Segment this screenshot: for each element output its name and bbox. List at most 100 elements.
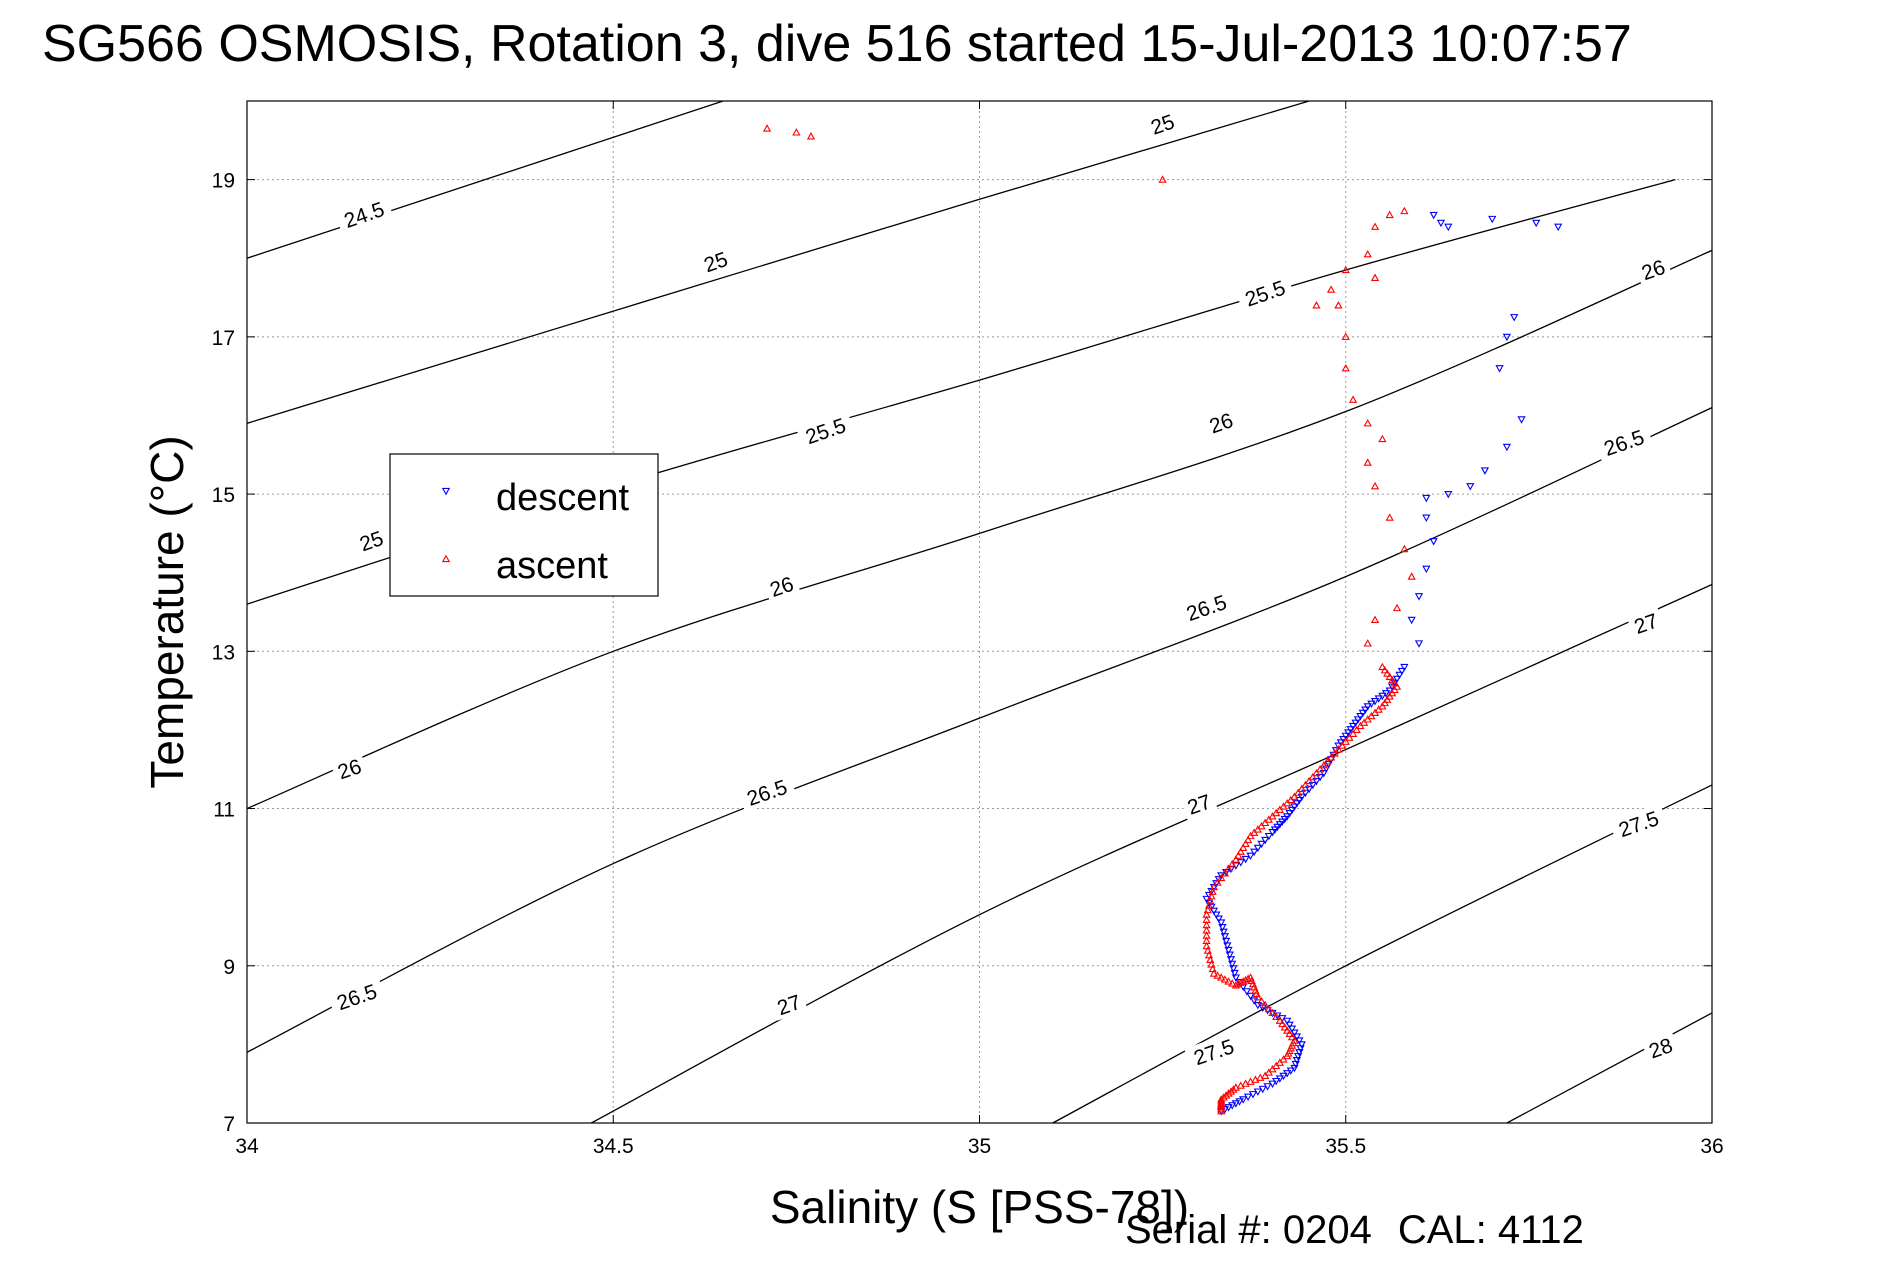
- ascent-point: [1400, 206, 1409, 215]
- descent-point: [1268, 829, 1277, 837]
- descent-point: [1261, 836, 1270, 845]
- legend-marker-ascent: [441, 554, 451, 563]
- ascent-point: [1385, 672, 1394, 680]
- ascent-point: [1315, 764, 1325, 773]
- ascent-point: [1334, 745, 1343, 753]
- descent-point: [1285, 1021, 1294, 1030]
- descent-point: [1224, 1104, 1233, 1112]
- legend-marker-descent: [441, 487, 451, 496]
- ascent-point: [1257, 821, 1266, 830]
- ascent-point: [1250, 828, 1259, 836]
- ascent-point: [1385, 692, 1394, 700]
- serial-number: Serial #: 0204: [1125, 1208, 1372, 1252]
- ascent-point: [806, 132, 816, 140]
- ascent-point: [1253, 825, 1262, 833]
- descent-point: [1444, 223, 1453, 232]
- density-contour-line: [590, 583, 1712, 1123]
- descent-point: [1226, 956, 1236, 964]
- legend-label-ascent: ascent: [496, 545, 608, 587]
- descent-point: [1257, 840, 1266, 849]
- descent-point: [1422, 514, 1431, 522]
- ascent-point: [1326, 285, 1336, 293]
- ascent-point: [1224, 977, 1233, 985]
- y-axis-label: Temperature (°C): [141, 435, 193, 788]
- descent-point: [1296, 1045, 1305, 1053]
- ascent-point: [1370, 708, 1380, 716]
- descent-point: [1246, 992, 1255, 1001]
- ascent-point: [1272, 808, 1281, 817]
- ascent-point: [1312, 768, 1321, 777]
- ascent-point: [1407, 572, 1416, 580]
- contour-label-bg: [330, 751, 369, 785]
- density-contour-line: [1506, 1012, 1712, 1123]
- ascent-point: [1268, 1064, 1277, 1073]
- ascent-point: [792, 128, 801, 136]
- contour-label-bg: [352, 523, 391, 557]
- descent-point: [1444, 490, 1453, 499]
- descent-point: [1290, 1029, 1299, 1037]
- ascent-point: [1228, 979, 1237, 987]
- descent-point: [1400, 663, 1409, 672]
- descent-point: [1219, 928, 1228, 937]
- ascent-point: [1326, 753, 1336, 761]
- descent-point: [1231, 1100, 1241, 1108]
- ascent-point: [1246, 831, 1255, 840]
- ascent-point: [1268, 1008, 1277, 1017]
- ascent-point: [1341, 737, 1350, 745]
- descent-point: [1495, 365, 1504, 373]
- legend: descent ascent: [389, 453, 659, 597]
- descent-point: [1250, 997, 1259, 1005]
- ascent-point: [1234, 851, 1243, 859]
- ascent-point: [1400, 544, 1409, 553]
- ascent-point: [1359, 718, 1369, 726]
- contour-label-bg: [1176, 586, 1236, 628]
- ascent-point: [1236, 847, 1245, 855]
- ascent-point: [1297, 784, 1306, 792]
- x-tick-label: 34: [235, 1135, 259, 1158]
- y-tick-label: 19: [212, 170, 235, 193]
- descent-point: [1292, 1056, 1302, 1065]
- ascent-point: [1228, 859, 1237, 868]
- ascent-point: [1283, 1026, 1292, 1034]
- ascent-point: [1213, 878, 1222, 886]
- ascent-point: [1256, 1073, 1265, 1081]
- ascent-point: [1275, 1016, 1284, 1024]
- ascent-point: [1224, 864, 1233, 872]
- ascent-point: [1253, 992, 1262, 1001]
- ascent-point: [1312, 301, 1321, 309]
- ascent-point: [1363, 639, 1372, 647]
- ascent-point: [1287, 1032, 1297, 1041]
- contour-label-bg: [1201, 405, 1240, 439]
- ascent-point: [1385, 513, 1394, 521]
- ascent-point: [1345, 733, 1354, 741]
- x-tick-label: 34.5: [593, 1135, 634, 1158]
- ascent-point: [1385, 210, 1394, 219]
- density-contour-line: [247, 101, 1310, 424]
- descent-point: [1312, 777, 1321, 786]
- ascent-point: [1392, 682, 1402, 690]
- ascent-point: [1348, 395, 1358, 403]
- ascent-point: [1380, 665, 1389, 674]
- descent-point: [1229, 965, 1238, 973]
- ascent-point: [1285, 1029, 1294, 1038]
- ascent-point: [1261, 818, 1270, 827]
- ascent-point: [1257, 996, 1266, 1005]
- descent-point: [1209, 907, 1219, 916]
- descent-point: [1225, 951, 1234, 959]
- descent-point: [1502, 443, 1512, 452]
- ascent-point: [1275, 1058, 1284, 1066]
- contour-label-bg: [1641, 1030, 1680, 1064]
- legend-label-descent: descent: [496, 477, 630, 519]
- y-tick-label: 9: [223, 956, 235, 979]
- ascent-point: [1301, 780, 1310, 789]
- descent-point: [1407, 616, 1416, 625]
- descent-point: [1414, 640, 1424, 648]
- ascent-point: [1158, 175, 1167, 183]
- ascent-point: [1286, 795, 1295, 804]
- contour-label-bg: [1179, 787, 1218, 821]
- ascent-point: [1231, 855, 1241, 863]
- descent-point: [1395, 671, 1404, 680]
- ascent-point: [1348, 729, 1358, 737]
- density-contour-line: [247, 101, 724, 259]
